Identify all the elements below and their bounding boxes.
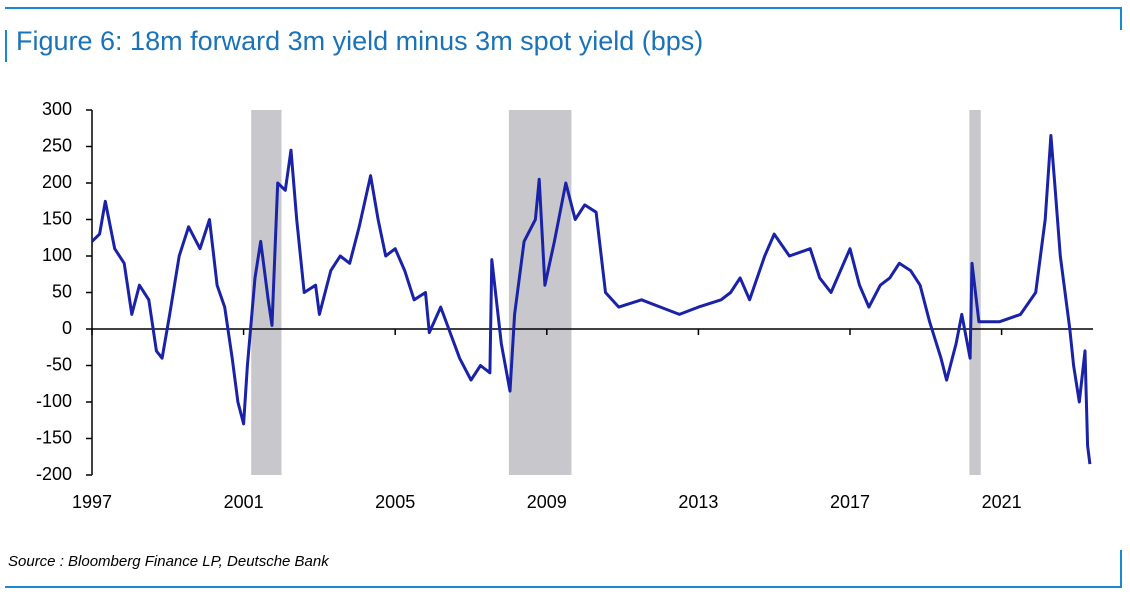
y-tick-label: -50 [46, 354, 72, 374]
y-tick-label: 300 [42, 99, 72, 119]
y-tick-label: 50 [52, 281, 72, 301]
y-tick-label: 200 [42, 172, 72, 192]
x-tick-label: 1997 [72, 492, 112, 512]
y-tick-label: -100 [36, 391, 72, 411]
x-tick-label: 2021 [982, 492, 1022, 512]
x-tick-label: 2017 [830, 492, 870, 512]
y-tick-label: 250 [42, 135, 72, 155]
x-tick-label: 2005 [375, 492, 415, 512]
y-tick-label: 100 [42, 245, 72, 265]
y-tick-label: -200 [36, 464, 72, 484]
data-line [90, 134, 1092, 465]
chart-title: Figure 6: 18m forward 3m yield minus 3m … [16, 26, 703, 56]
x-tick-label: 2001 [224, 492, 264, 512]
y-tick-label: 150 [42, 208, 72, 228]
y-tick-label: -150 [36, 427, 72, 447]
x-tick-label: 2013 [678, 492, 718, 512]
x-tick-label: 2009 [527, 492, 567, 512]
recession-band [508, 110, 572, 475]
y-tick-label: 0 [62, 318, 72, 338]
source: Source : Bloomberg Finance LP, Deutsche … [8, 553, 330, 570]
